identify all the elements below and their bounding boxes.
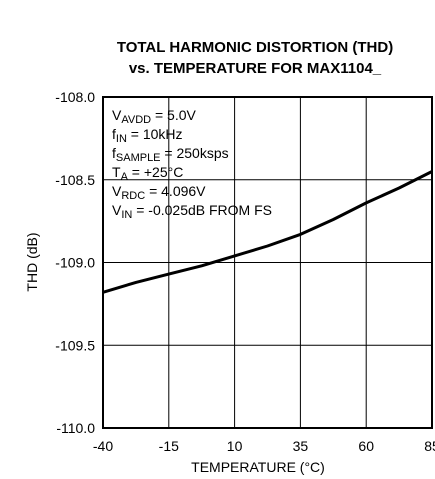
- condition-line: fSAMPLE = 250ksps: [112, 145, 229, 164]
- x-tick-label: -15: [159, 438, 179, 454]
- condition-subscript: IN: [121, 209, 132, 221]
- condition-value: = 5.0V: [151, 107, 196, 123]
- x-axis-label: TEMPERATURE (°C): [191, 459, 325, 475]
- y-tick-label: -108.0: [55, 89, 95, 105]
- condition-value: = 250ksps: [161, 145, 229, 161]
- condition-value: = -0.025dB FROM FS: [132, 202, 272, 218]
- condition-symbol: T: [112, 164, 121, 180]
- condition-subscript: IN: [116, 133, 127, 145]
- condition-line: VIN = -0.025dB FROM FS: [112, 202, 272, 221]
- condition-symbol: V: [112, 107, 122, 123]
- grid: [102, 96, 433, 429]
- series-line: [102, 170, 433, 294]
- y-tick-labels: -108.0 -108.5 -109.0 -109.5 -110.0: [55, 89, 95, 436]
- x-tick-label: 10: [227, 438, 243, 454]
- condition-value: = 10kHz: [127, 126, 183, 142]
- condition-symbol: V: [112, 202, 122, 218]
- condition-subscript: AVDD: [121, 114, 151, 126]
- condition-line: VAVDD = 5.0V: [112, 107, 197, 126]
- x-tick-label: 35: [293, 438, 309, 454]
- x-tick-labels: -40 -15 10 35 60 85: [93, 438, 435, 454]
- x-tick-label: 60: [358, 438, 374, 454]
- condition-value: = +25°C: [128, 164, 183, 180]
- condition-line: TA = +25°C: [112, 164, 183, 183]
- y-tick-label: -109.0: [55, 255, 95, 271]
- y-axis-label: THD (dB): [24, 232, 40, 291]
- condition-line: VRDC = 4.096V: [112, 183, 206, 202]
- x-tick-label: -40: [93, 438, 113, 454]
- series-layer: [102, 170, 433, 294]
- x-tick-label: 85: [424, 438, 435, 454]
- condition-symbol: f: [112, 145, 116, 161]
- condition-line: fIN = 10kHz: [112, 126, 183, 145]
- y-tick-label: -108.5: [55, 172, 95, 188]
- chart-title-line-2: vs. TEMPERATURE FOR MAX1104_: [129, 60, 382, 77]
- condition-subscript: RDC: [121, 190, 145, 202]
- condition-symbol: V: [112, 183, 122, 199]
- condition-value: = 4.096V: [145, 183, 206, 199]
- plot-frame: [102, 96, 433, 429]
- y-tick-label: -109.5: [55, 337, 95, 353]
- condition-subscript: SAMPLE: [116, 152, 161, 164]
- condition-subscript: A: [121, 171, 129, 183]
- chart-title-line-1: TOTAL HARMONIC DISTORTION (THD): [117, 39, 393, 56]
- condition-symbol: f: [112, 126, 116, 142]
- y-tick-label: -110.0: [56, 420, 95, 436]
